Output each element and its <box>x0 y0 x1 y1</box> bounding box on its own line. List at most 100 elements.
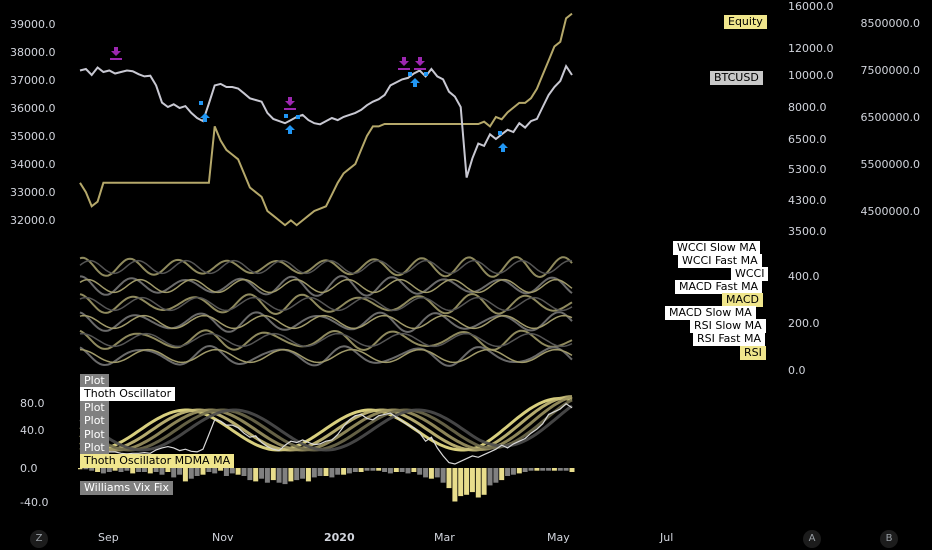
williams-vix-bar <box>411 468 417 472</box>
legend-plot-4: Plot <box>80 428 109 442</box>
thoth-pane <box>78 395 575 502</box>
williams-vix-bar <box>405 468 411 474</box>
sell-marker-bar <box>414 68 426 70</box>
order-dot <box>199 101 203 105</box>
williams-vix-bar <box>387 468 393 474</box>
williams-vix-bar <box>428 468 434 479</box>
williams-vix-bar <box>188 468 194 479</box>
btcusd-line <box>79 63 573 178</box>
price-pane <box>79 12 573 227</box>
williams-vix-bar <box>130 468 136 474</box>
order-dot <box>408 72 412 76</box>
mid-axis-tick: 3500.0 <box>788 225 827 238</box>
oscillator-wave <box>79 255 573 279</box>
williams-vix-bar <box>335 468 341 475</box>
oscillator-wave-ma <box>79 332 573 348</box>
x-axis-tick: Jul <box>660 531 674 544</box>
thoth-ma-ribbon <box>79 396 573 452</box>
right-axis-tick: 8500000.0 <box>860 17 921 30</box>
oscillator-axis-tick: 400.0 <box>788 270 820 283</box>
williams-vix-bar <box>452 468 458 502</box>
legend-plot-1: Plot <box>80 374 109 388</box>
legend-macd: MACD <box>722 293 763 307</box>
williams-vix-bar <box>516 468 522 474</box>
equity-line <box>79 12 573 227</box>
williams-vix-bar <box>141 468 147 472</box>
auto-scale-button[interactable]: A <box>803 530 821 548</box>
legend-rsi-fast-ma: RSI Fast MA <box>693 332 765 346</box>
williams-vix-bar <box>253 468 259 482</box>
buy-arrow-icon <box>498 143 508 152</box>
right-axis-tick: 4500000.0 <box>860 205 921 218</box>
buy-arrow-icon <box>200 113 210 122</box>
sell-arrow-icon <box>399 57 409 66</box>
x-axis-tick: May <box>547 531 570 544</box>
right-axis-tick: 5500000.0 <box>860 158 921 171</box>
williams-vix-bar <box>546 468 552 471</box>
williams-vix-bar <box>510 468 516 475</box>
legend-thoth-mdma-ma: Thoth Oscillator MDMA MA <box>80 454 235 468</box>
williams-vix-bar <box>487 468 493 486</box>
williams-vix-bar <box>346 468 352 474</box>
legend-wcci: WCCI <box>731 267 769 281</box>
legend-plot-3: Plot <box>80 414 109 428</box>
williams-vix-bar <box>364 468 370 471</box>
williams-vix-bar <box>358 468 364 472</box>
williams-vix-bar <box>83 468 89 470</box>
log-scale-button[interactable]: B <box>880 530 898 548</box>
thoth-ma-ribbon <box>79 404 573 452</box>
legend-rsi: RSI <box>740 346 766 360</box>
williams-vix-bar <box>136 468 142 472</box>
williams-vix-bar <box>399 468 405 472</box>
x-axis-tick: Sep <box>98 531 119 544</box>
williams-vix-bar <box>106 468 112 472</box>
legend-wcci-fast-ma: WCCI Fast MA <box>678 254 762 268</box>
williams-vix-bar <box>563 468 569 471</box>
williams-vix-bar <box>311 468 317 478</box>
williams-vix-bar <box>218 468 224 471</box>
williams-vix-bar <box>481 468 487 495</box>
oscillator-wave-ma <box>79 259 573 275</box>
legend-wcci-slow-ma: WCCI Slow MA <box>673 241 761 255</box>
williams-vix-bar <box>235 468 241 475</box>
williams-vix-bar <box>200 468 206 475</box>
oscillator-wave <box>79 292 573 316</box>
left-axis-tick: 34000.0 <box>10 158 56 171</box>
order-dot <box>284 114 288 118</box>
sell-marker-bar <box>284 108 296 110</box>
williams-vix-bar <box>569 468 575 472</box>
williams-vix-bar <box>341 468 347 475</box>
thoth-axis-tick: 80.0 <box>20 397 45 410</box>
williams-vix-bar <box>440 468 446 483</box>
williams-vix-bar <box>393 468 399 472</box>
williams-vix-bar <box>475 468 481 498</box>
oscillator-wave-ma <box>79 296 573 312</box>
trade-markers <box>110 47 508 152</box>
williams-vix-bar <box>165 468 171 472</box>
sell-arrow-icon <box>111 47 121 56</box>
mid-axis-tick: 6500.0 <box>788 133 827 146</box>
buy-arrow-icon <box>285 125 295 134</box>
equity-series-label: Equity <box>724 15 767 29</box>
williams-vix-bar <box>270 468 276 481</box>
sell-marker-bar <box>110 58 122 60</box>
williams-vix-bar <box>182 468 188 482</box>
williams-vix-bar <box>382 468 388 472</box>
legend-macd-fast-ma: MACD Fast MA <box>675 280 763 294</box>
williams-vix-bar <box>294 468 300 481</box>
mid-axis-tick: 10000.0 <box>788 69 834 82</box>
williams-vix-bar <box>241 468 247 476</box>
zoom-button[interactable]: Z <box>30 530 48 548</box>
williams-vix-bar <box>89 468 95 471</box>
williams-vix-bar <box>417 468 423 475</box>
right-axis-tick: 7500000.0 <box>860 64 921 77</box>
thoth-axis-tick: -40.0 <box>20 496 49 509</box>
left-axis-tick: 36000.0 <box>10 102 56 115</box>
left-axis-tick: 39000.0 <box>10 18 56 31</box>
williams-vix-bar <box>469 468 475 493</box>
williams-vix-bar <box>229 468 235 474</box>
thoth-axis-tick: 40.0 <box>20 424 45 437</box>
williams-vix-bar <box>177 468 183 475</box>
williams-vix-bar <box>329 468 335 478</box>
williams-vix-bar <box>78 468 83 470</box>
